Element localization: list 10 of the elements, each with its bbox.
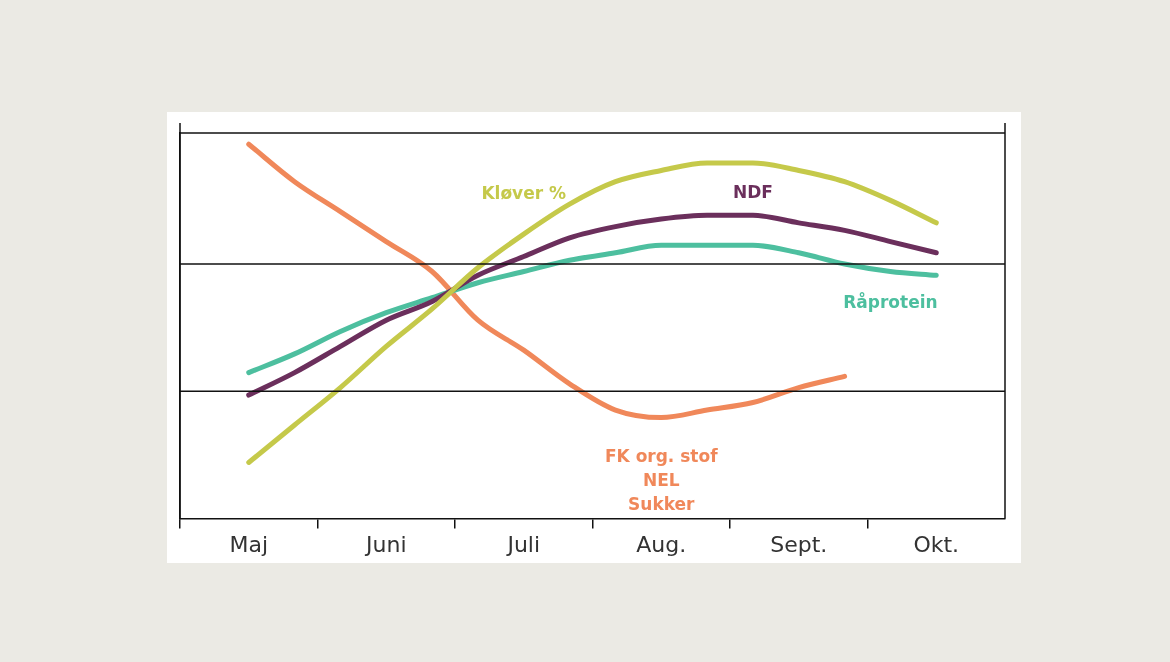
series-label: Kløver % (481, 182, 567, 203)
x-tick-label: Juni (364, 531, 407, 557)
text: FK org. stof NEL Sukker (604, 445, 719, 514)
x-tick-label: Aug. (636, 531, 687, 557)
x-tick-label: Juli (505, 531, 541, 557)
x-tick-label: Maj (229, 531, 269, 557)
x-tick-label: Sept. (770, 531, 828, 557)
series-label: NDF (732, 181, 773, 202)
series-label: Råprotein (843, 290, 938, 312)
x-tick-label: Okt. (913, 531, 960, 557)
